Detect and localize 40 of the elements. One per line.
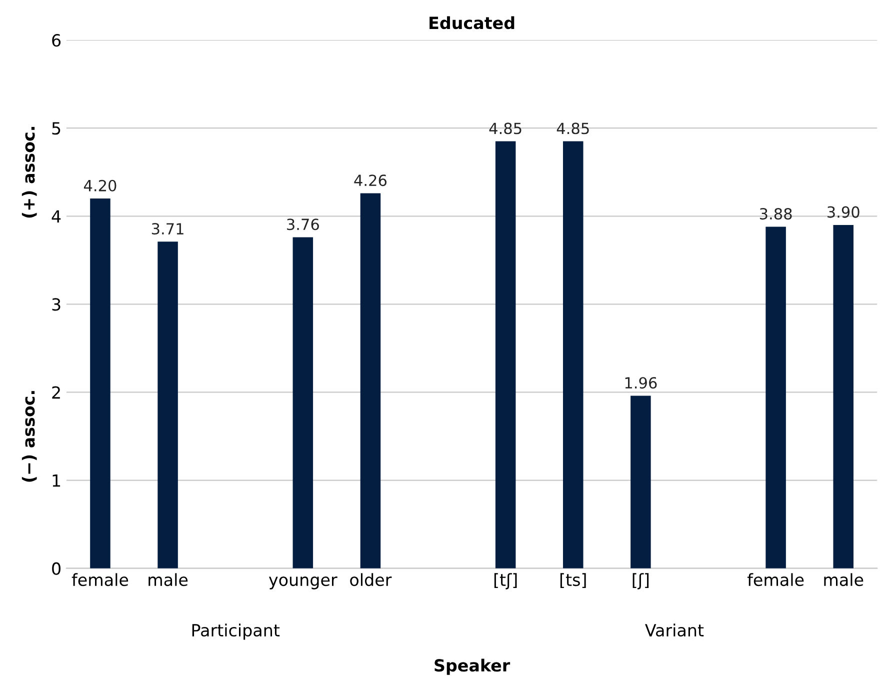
data-label: 3.71	[152, 223, 184, 235]
text: (−) assoc.	[22, 391, 37, 482]
text: Participant	[192, 624, 280, 640]
x-tick-label: male	[824, 573, 864, 586]
bar	[158, 242, 178, 568]
bar	[495, 141, 516, 568]
x-tick-label: younger	[268, 576, 338, 590]
x-tick-label: [tʃ]	[494, 573, 517, 590]
text: (+) assoc.	[22, 126, 37, 218]
y-tick-label: 1	[52, 474, 60, 487]
data-label: 4.85	[489, 122, 522, 134]
data-label: 3.88	[760, 208, 792, 220]
x-axis-title: Speaker	[434, 658, 510, 675]
y-tick-label: 5	[52, 122, 60, 135]
y-tick-label: 0	[52, 562, 60, 575]
bar	[766, 226, 786, 568]
data-label: 3.76	[287, 218, 319, 230]
bar	[360, 193, 381, 568]
bar	[563, 141, 584, 568]
bar	[833, 224, 854, 568]
x-tick-label: female	[72, 573, 128, 586]
x-tick-label: [ts]	[560, 573, 586, 588]
x-tick-label: older	[350, 573, 392, 586]
text: Variant	[645, 624, 704, 637]
y-tick-label: 2	[52, 386, 60, 399]
data-label: 4.26	[354, 174, 387, 186]
x-tick-label: [ʃ]	[632, 573, 649, 590]
y-tick-label: 6	[52, 34, 61, 47]
data-label: 4.85	[556, 122, 589, 134]
data-label: 4.20	[84, 180, 116, 192]
chart-title: Educated	[430, 16, 514, 30]
x-tick-label: male	[148, 573, 188, 586]
y-tick-label: 4	[52, 210, 61, 222]
data-label: 1.96	[625, 377, 657, 389]
bar	[292, 237, 314, 568]
y-tick-label: 3	[52, 298, 60, 311]
x-tick-label: female	[747, 573, 804, 586]
bar	[90, 198, 110, 568]
bar	[630, 396, 651, 568]
data-label: 3.90	[828, 206, 860, 218]
